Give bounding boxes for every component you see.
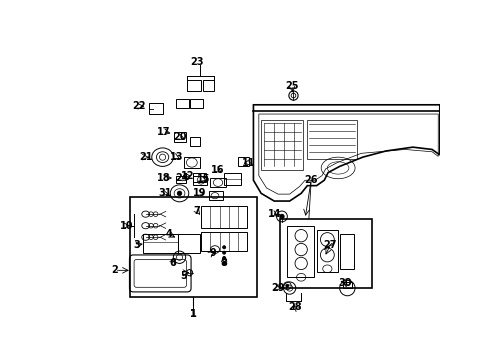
- Bar: [201, 206, 247, 228]
- Text: 29: 29: [271, 283, 285, 293]
- Bar: [194, 172, 206, 182]
- Text: 14: 14: [268, 209, 281, 219]
- Text: 28: 28: [288, 302, 302, 311]
- Text: 9: 9: [209, 248, 216, 258]
- Text: 8: 8: [220, 258, 228, 267]
- Text: 22: 22: [133, 101, 146, 111]
- Bar: [340, 234, 354, 269]
- Text: 2: 2: [111, 265, 118, 275]
- Text: 19: 19: [193, 188, 206, 198]
- Bar: [149, 103, 163, 114]
- Text: 31: 31: [158, 188, 172, 198]
- Bar: [184, 157, 199, 168]
- Text: 30: 30: [338, 278, 352, 288]
- Bar: [210, 178, 226, 187]
- Bar: [209, 191, 222, 200]
- Ellipse shape: [222, 246, 226, 249]
- Bar: [130, 197, 257, 297]
- Text: 23: 23: [191, 58, 204, 67]
- Text: 24: 24: [175, 173, 189, 183]
- Bar: [287, 226, 314, 276]
- Ellipse shape: [222, 262, 226, 265]
- Text: 27: 27: [324, 240, 337, 250]
- Text: 10: 10: [120, 221, 133, 231]
- Text: 4: 4: [165, 229, 172, 239]
- Bar: [178, 234, 199, 253]
- Text: 6: 6: [169, 258, 176, 267]
- Bar: [203, 80, 214, 91]
- Bar: [176, 176, 186, 183]
- Bar: [143, 234, 178, 253]
- Text: 18: 18: [157, 173, 171, 183]
- Ellipse shape: [222, 251, 226, 254]
- Text: 21: 21: [139, 152, 152, 162]
- Bar: [261, 120, 303, 170]
- Text: 5: 5: [180, 271, 187, 281]
- Bar: [190, 137, 200, 147]
- Text: 7: 7: [194, 206, 200, 216]
- Bar: [174, 132, 186, 142]
- Ellipse shape: [177, 191, 182, 195]
- Text: 1: 1: [190, 309, 197, 319]
- Bar: [201, 232, 247, 251]
- Text: 15: 15: [196, 175, 210, 184]
- Text: 17: 17: [157, 127, 171, 137]
- Ellipse shape: [280, 214, 284, 219]
- Text: 16: 16: [211, 165, 225, 175]
- Bar: [238, 157, 249, 166]
- Text: 12: 12: [180, 171, 194, 181]
- Bar: [190, 99, 203, 108]
- Bar: [176, 99, 189, 108]
- Bar: [224, 172, 241, 185]
- Bar: [317, 230, 338, 272]
- Bar: [194, 176, 207, 185]
- Text: 3: 3: [134, 240, 141, 250]
- Bar: [307, 120, 357, 159]
- Text: 13: 13: [170, 152, 183, 162]
- Ellipse shape: [286, 284, 289, 287]
- Text: 26: 26: [304, 175, 318, 185]
- Text: 20: 20: [173, 132, 186, 142]
- Text: 25: 25: [285, 81, 299, 91]
- Bar: [187, 80, 201, 91]
- Text: 1: 1: [190, 309, 197, 319]
- Bar: [280, 219, 372, 288]
- Text: 11: 11: [242, 158, 256, 167]
- Bar: [343, 282, 352, 288]
- Ellipse shape: [222, 256, 226, 260]
